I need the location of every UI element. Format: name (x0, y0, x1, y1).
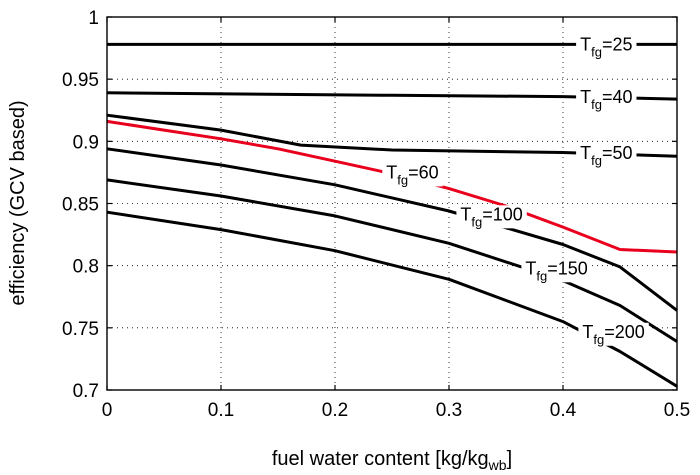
y-tick-label: 0.85 (62, 195, 99, 216)
series-line (106, 210, 678, 388)
series-line (106, 178, 678, 343)
series-label-background (576, 144, 637, 168)
series-label-background (456, 205, 527, 229)
series-label-text: Tfg=50 (580, 143, 632, 168)
series-label-text: Tfg=60 (386, 162, 438, 187)
series-label-text: Tfg=150 (525, 258, 587, 283)
series-label: Tfg=50 (576, 143, 637, 168)
y-tick-label: 0.75 (62, 319, 99, 340)
series-label-background (578, 322, 649, 346)
series-label: Tfg=100 (456, 204, 527, 229)
x-tick-label: 0.3 (436, 400, 462, 421)
x-tick-label: 0 (102, 400, 113, 421)
y-tick-label: 0.7 (73, 381, 99, 402)
series-label-background (382, 163, 443, 187)
series-label-text: Tfg=200 (582, 322, 644, 347)
series-label-background (576, 35, 637, 59)
series-label-text: Tfg=25 (580, 34, 632, 59)
y-tick-label: 0.95 (62, 70, 99, 91)
series-label: Tfg=60 (382, 162, 443, 187)
x-tick-label: 0.4 (550, 400, 577, 421)
series-label: Tfg=200 (578, 322, 649, 347)
axis-ticks: 0 0.1 0.2 0.3 0.4 0.5 0.7 0.75 0.8 0.85 0.9 0.95 1 (62, 8, 690, 421)
y-axis-label: efficiency (GCV based) (7, 100, 29, 305)
series-label-background (521, 259, 592, 283)
series-label: Tfg=40 (576, 87, 637, 112)
y-tick-label: 0.9 (73, 132, 99, 153)
series-label-background (576, 87, 637, 111)
x-tick-label: 0.5 (664, 400, 690, 421)
series-label-text: Tfg=40 (580, 87, 632, 112)
x-axis-label-sub: wb (488, 457, 507, 473)
y-tick-label: 1 (88, 8, 99, 29)
x-axis-label-suffix: ] (507, 448, 513, 470)
series-labels: Tfg=25 Tfg=40 Tfg=50 Tfg=60 Tfg=100 Tfg=150 Tf… (382, 34, 649, 347)
series-label: Tfg=150 (521, 258, 592, 283)
x-axis-label-main: fuel water content [kg/kg (272, 448, 489, 470)
series-label: Tfg=25 (576, 34, 637, 59)
x-tick-label: 0.1 (208, 400, 234, 421)
x-tick-label: 0.2 (322, 400, 348, 421)
y-tick-label: 0.8 (73, 257, 99, 278)
series-line (106, 147, 678, 312)
series-label-text: Tfg=100 (460, 204, 522, 229)
x-axis-label: fuel water content [kg/kgwb] (272, 448, 512, 473)
